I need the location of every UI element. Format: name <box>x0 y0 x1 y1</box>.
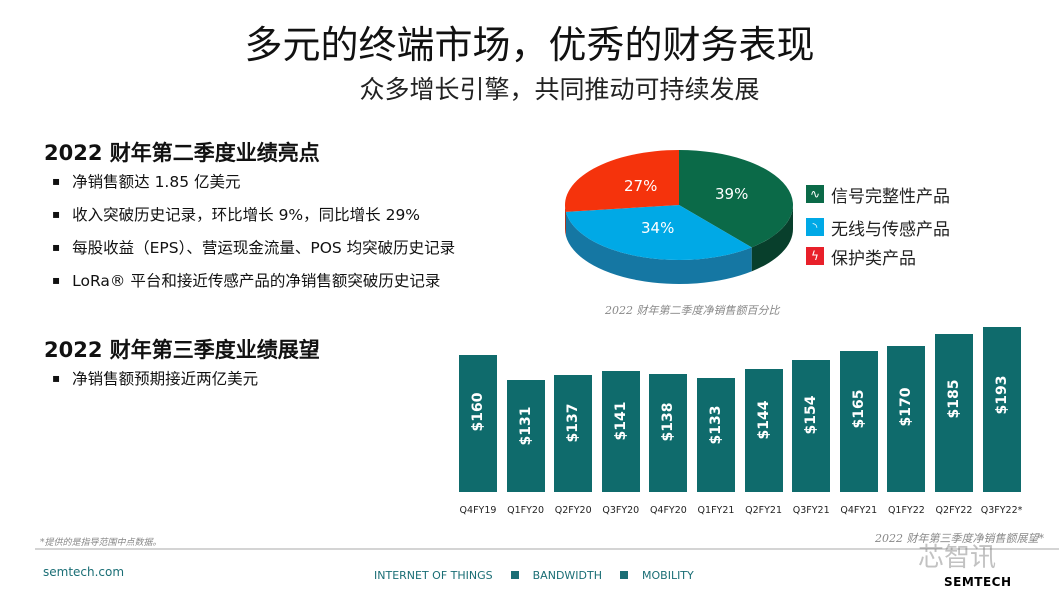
pie-label-signal: 39% <box>715 185 749 203</box>
q2-bullet: 每股收益（EPS）、营运现金流量、POS 均突破历史记录 <box>52 236 455 258</box>
q2-heading: 2022 财年第二季度业绩亮点 <box>44 141 320 165</box>
footer-segments: INTERNET OF THINGS BANDWIDTH MOBILITY <box>374 569 694 582</box>
bar-value-label: $137 <box>565 403 582 443</box>
bar <box>792 360 831 492</box>
x-tick-label: Q2FY21 <box>745 505 783 516</box>
lightning-icon: ϟ <box>806 247 824 265</box>
slide-title: 多元的终端市场，优秀的财务表现 <box>244 23 815 67</box>
q2-bullet: LoRa® 平台和接近传感产品的净销售额突破历史记录 <box>52 269 440 291</box>
x-tick-label: Q3FY20 <box>602 505 640 516</box>
segment-iot: INTERNET OF THINGS <box>374 569 493 582</box>
segment-mobility: MOBILITY <box>642 569 694 582</box>
x-tick-label: Q1FY20 <box>507 505 545 516</box>
q3-bullet: 净销售额预期接近两亿美元 <box>52 367 258 389</box>
x-tick-label: Q1FY21 <box>697 505 735 516</box>
bar <box>982 326 1021 492</box>
x-tick-label: Q1FY22 <box>887 505 925 516</box>
q2-bullet: 净销售额达 1.85 亿美元 <box>52 170 240 192</box>
bar <box>506 379 545 492</box>
bar <box>887 346 926 492</box>
x-tick-label: Q3FY21 <box>792 505 830 516</box>
pie-label-wireless: 34% <box>641 219 675 237</box>
pie-label-protection: 27% <box>624 177 658 195</box>
pie-slice <box>565 150 679 212</box>
pie-slice <box>565 205 752 260</box>
bar <box>935 333 973 492</box>
x-tick-label: Q2FY20 <box>554 505 592 516</box>
wireless-icon: ◝ <box>806 218 824 236</box>
legend-wireless: 无线与传感产品 <box>831 220 950 240</box>
bar-caption: 2022 财年第三季度净销售额展望* <box>875 532 1044 545</box>
watermark: 芯智讯 <box>918 543 997 573</box>
x-tick-label: Q4FY20 <box>649 505 687 516</box>
x-tick-label: Q4FY21 <box>840 505 878 516</box>
bar-value-label: $193 <box>993 375 1010 415</box>
x-tick-label: Q2FY22 <box>935 505 973 516</box>
bar <box>839 350 878 492</box>
sine-wave-icon: ∿ <box>806 185 824 203</box>
bar-value-label: $160 <box>470 392 486 432</box>
pie-caption: 2022 财年第二季度净销售额百分比 <box>605 304 780 317</box>
bar-value-label: $144 <box>755 400 772 439</box>
bar-value-label: $141 <box>612 401 629 441</box>
slide-subtitle: 众多增长引擎，共同推动可持续发展 <box>359 75 760 104</box>
q3-heading: 2022 财年第三季度业绩展望 <box>44 338 320 362</box>
bar <box>459 355 497 492</box>
q2-bullet: 收入突破历史记录，环比增长 9%，同比增长 29% <box>52 203 420 225</box>
pie-side-lightning <box>565 205 566 236</box>
bar-value-label: $138 <box>660 403 677 442</box>
bar <box>601 371 640 492</box>
legend-protection: 保护类产品 <box>831 249 916 269</box>
bar <box>554 374 593 492</box>
bar-value-label: $154 <box>803 395 820 435</box>
footnote: *提供的是指导范围中点数据。 <box>40 538 162 548</box>
bar-value-label: $185 <box>946 379 962 419</box>
footer-divider <box>35 548 1059 550</box>
pie-side-wireless <box>565 211 752 285</box>
bar-value-label: $165 <box>850 389 867 429</box>
bar-value-label: $170 <box>898 387 915 427</box>
bar-value-label: $133 <box>708 405 724 445</box>
bar <box>744 368 783 492</box>
pie-side-sine-wave <box>751 205 793 272</box>
bar <box>697 378 735 492</box>
bar-value-label: $131 <box>517 406 534 446</box>
segment-bandwidth: BANDWIDTH <box>532 569 602 582</box>
square-icon <box>620 571 628 579</box>
legend-signal: 信号完整性产品 <box>831 187 950 207</box>
semtech-logo: SEMTECH <box>944 575 1012 589</box>
pie-slice <box>679 150 793 248</box>
x-tick-label: Q4FY19 <box>459 505 497 516</box>
bar <box>649 373 688 492</box>
x-tick-label: Q3FY22* <box>980 505 1023 516</box>
website-link[interactable]: semtech.com <box>43 565 125 579</box>
square-icon <box>510 571 519 579</box>
